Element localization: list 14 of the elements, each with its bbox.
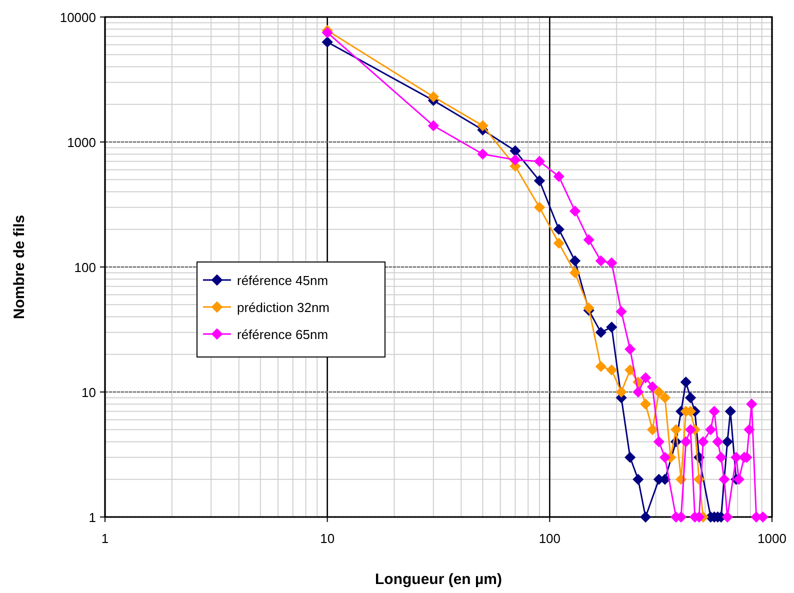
x-tick-label: 1: [101, 531, 109, 546]
y-tick-label: 100: [74, 260, 96, 275]
y-tick-label: 1000: [67, 135, 96, 150]
x-tick-label: 10: [320, 531, 335, 546]
legend-label: référence 65nm: [237, 327, 328, 342]
legend-label: référence 45nm: [237, 273, 328, 288]
x-tick-label: 100: [538, 531, 561, 546]
y-tick-label: 1: [88, 510, 96, 525]
y-tick-label: 10000: [60, 10, 96, 25]
x-axis-title: Longueur (en µm): [375, 571, 502, 588]
y-tick-label: 10: [82, 385, 96, 400]
x-tick-label: 1000: [758, 531, 786, 546]
legend-label: prédiction 32nm: [237, 300, 330, 315]
y-axis-title: Nombre de fils: [11, 214, 28, 320]
